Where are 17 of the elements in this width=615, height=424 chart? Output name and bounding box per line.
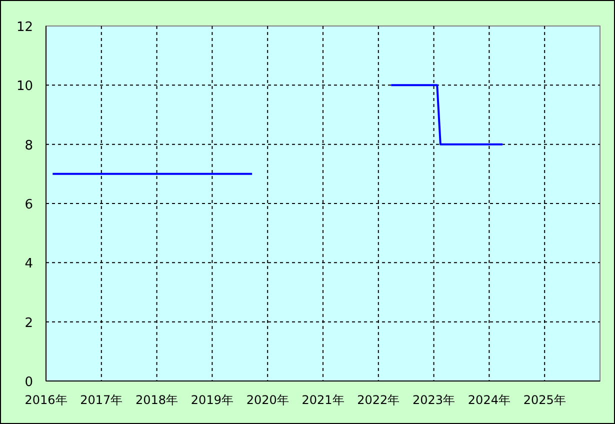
x-tick-label: 2023年	[412, 393, 456, 407]
x-tick-label: 2025年	[523, 393, 566, 407]
x-tick-label: 2022年	[357, 393, 400, 407]
y-tick-label: 8	[24, 138, 33, 154]
y-tick-label: 0	[24, 375, 33, 390]
x-tick-label: 2017年	[80, 393, 123, 407]
x-tick-label: 2019年	[190, 393, 234, 407]
y-tick-label: 12	[16, 20, 33, 35]
x-tick-label: 2020年	[246, 393, 289, 407]
x-tick-label: 2021年	[302, 393, 344, 407]
y-tick-label: 4	[24, 256, 33, 272]
y-tick-label: 10	[16, 79, 33, 94]
x-tick-label: 2016年	[24, 393, 68, 407]
y-tick-label: 6	[24, 198, 33, 212]
y-tick-label: 2	[24, 316, 33, 331]
x-tick-label: 2018年	[136, 393, 178, 407]
x-tick-label: 2024年	[468, 393, 510, 407]
